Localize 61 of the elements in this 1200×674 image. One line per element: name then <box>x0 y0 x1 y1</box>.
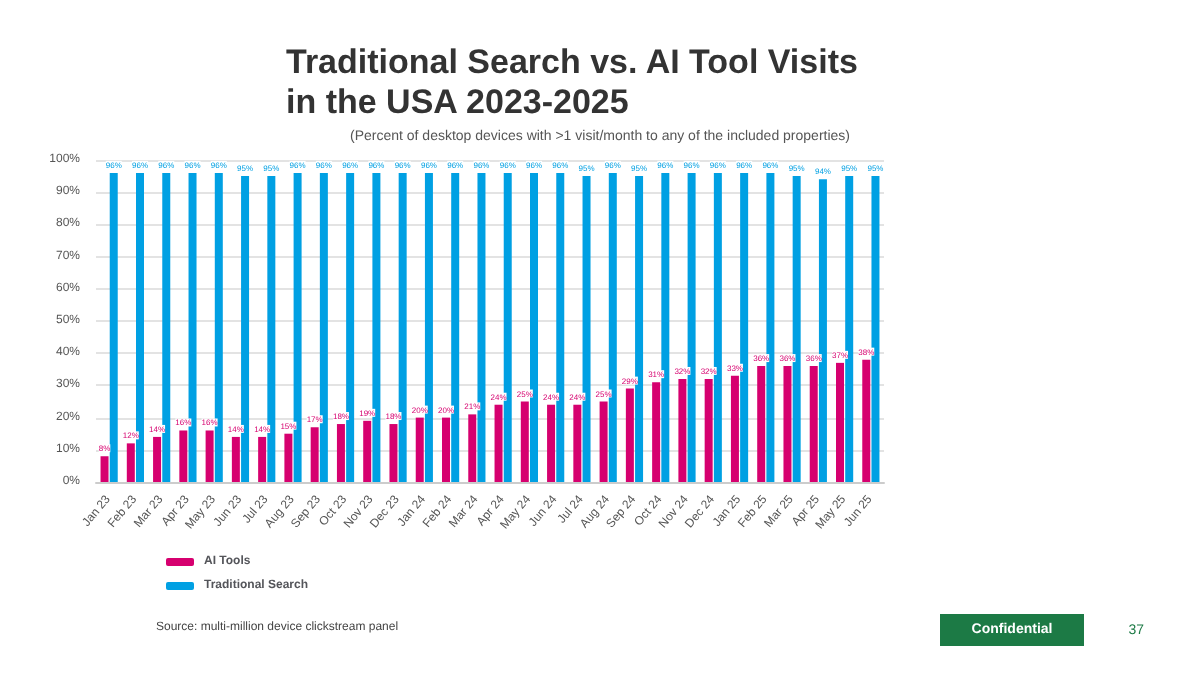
bar <box>652 382 661 482</box>
bar <box>678 378 687 482</box>
bar <box>415 417 424 482</box>
bar <box>503 172 512 482</box>
bar <box>136 172 144 482</box>
bar <box>336 424 345 482</box>
bar <box>363 420 372 482</box>
bar <box>214 172 223 482</box>
bar <box>713 172 722 482</box>
bar <box>582 176 591 482</box>
bar <box>126 443 135 482</box>
bar <box>704 378 713 482</box>
bar <box>346 172 355 482</box>
bar <box>188 172 197 482</box>
bar <box>757 366 766 482</box>
bar <box>389 424 398 482</box>
bar <box>100 456 109 482</box>
bar <box>424 172 433 482</box>
bar <box>608 172 617 482</box>
bar <box>862 359 871 482</box>
bar <box>293 172 302 482</box>
bar <box>836 362 844 482</box>
bar <box>625 388 634 482</box>
chart-title: Traditional Search vs. AI Tool Visits in the USA 2023-2025 <box>286 43 868 121</box>
bar <box>573 404 582 482</box>
bar <box>468 414 477 482</box>
bar <box>556 172 565 482</box>
bar <box>494 404 503 482</box>
bar <box>530 172 538 482</box>
bar <box>740 172 749 482</box>
bar <box>809 366 818 482</box>
bar <box>267 176 276 482</box>
bar <box>284 433 293 482</box>
bar <box>792 176 801 482</box>
bar <box>310 427 319 482</box>
bar <box>319 172 328 482</box>
bar <box>687 172 696 482</box>
bar <box>153 436 162 482</box>
bar <box>179 430 188 482</box>
bar <box>231 436 240 482</box>
bar <box>661 172 670 482</box>
bar <box>520 401 529 482</box>
bar <box>599 401 608 482</box>
bar <box>477 172 486 482</box>
bar <box>766 172 775 482</box>
bar <box>730 375 739 482</box>
bar <box>162 172 171 482</box>
bar <box>818 179 827 482</box>
bar <box>398 172 407 482</box>
bar <box>451 172 460 482</box>
bar <box>635 176 644 482</box>
bar <box>109 172 118 482</box>
bar <box>258 436 267 482</box>
bar <box>547 404 556 482</box>
bar <box>241 176 250 482</box>
bar <box>783 366 792 482</box>
bar <box>845 176 854 482</box>
bar <box>372 172 381 482</box>
bar <box>205 430 214 482</box>
bar <box>871 176 880 482</box>
bar <box>442 417 450 482</box>
